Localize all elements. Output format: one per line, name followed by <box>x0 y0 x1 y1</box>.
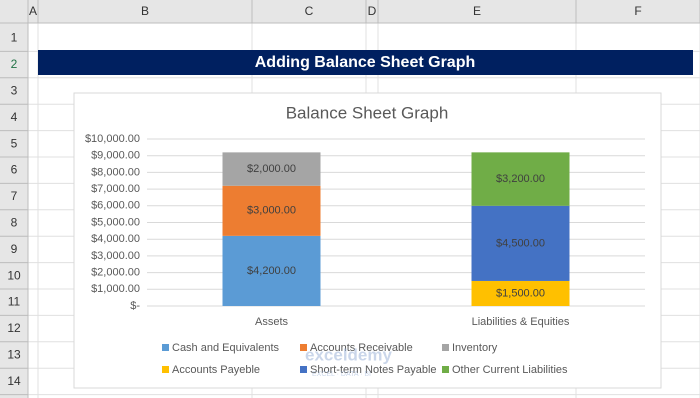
data-label: $4,200.00 <box>247 265 296 277</box>
bar-segment <box>471 152 570 206</box>
row-header: 14 <box>7 374 21 388</box>
data-label: $4,500.00 <box>496 237 545 249</box>
y-tick-label: $10,000.00 <box>85 133 140 145</box>
row-header: 10 <box>7 268 21 282</box>
row-header: 8 <box>11 215 18 229</box>
legend-label: Short-term Notes Payable <box>310 364 437 376</box>
bar-segment <box>222 185 321 236</box>
data-label: $2,000.00 <box>247 163 296 175</box>
y-tick-label: $7,000.00 <box>91 183 140 195</box>
column-header-bar <box>0 0 700 23</box>
legend-swatch <box>300 344 307 351</box>
row-header: 6 <box>11 163 18 177</box>
row-header: 13 <box>7 347 21 361</box>
row-header: 11 <box>8 295 21 309</box>
bar-segment <box>471 205 570 281</box>
watermark: exceldemy <box>305 345 392 364</box>
y-tick-label: $3,000.00 <box>91 250 140 262</box>
legend-swatch <box>442 366 449 373</box>
row-header: 2 <box>11 57 18 71</box>
legend-label: Accounts Receivable <box>310 342 413 354</box>
bar-segment <box>222 235 321 306</box>
y-tick-label: $- <box>130 300 140 312</box>
row-header: 3 <box>11 83 18 97</box>
banner <box>38 50 693 75</box>
x-tick-label: Liabilities & Equities <box>472 316 570 328</box>
legend-label: Cash and Equivalents <box>172 342 280 354</box>
row-header: 7 <box>11 189 18 203</box>
row-header: 4 <box>11 110 18 124</box>
y-tick-label: $2,000.00 <box>91 267 140 279</box>
data-label: $3,200.00 <box>496 173 545 185</box>
row-header: 12 <box>7 321 21 335</box>
legend-swatch <box>162 344 169 351</box>
legend-label: Inventory <box>452 342 498 354</box>
legend-swatch <box>442 344 449 351</box>
legend-swatch <box>300 366 307 373</box>
bar-segment <box>222 152 321 186</box>
watermark-tagline: EXCEL · DATA · BI <box>312 371 371 378</box>
row-header: 9 <box>11 242 18 256</box>
y-tick-label: $8,000.00 <box>91 166 140 178</box>
bar-segment <box>471 280 570 306</box>
row-header: 5 <box>11 136 18 150</box>
column-header: F <box>634 4 641 18</box>
column-header: C <box>305 4 314 18</box>
column-header: B <box>141 4 149 18</box>
column-header: E <box>473 4 481 18</box>
y-tick-label: $4,000.00 <box>91 233 140 245</box>
row-header-bar <box>0 0 28 398</box>
y-tick-label: $6,000.00 <box>91 200 140 212</box>
legend-label: Other Current Liabilities <box>452 364 568 376</box>
data-label: $3,000.00 <box>247 205 296 217</box>
y-tick-label: $1,000.00 <box>91 283 140 295</box>
data-label: $1,500.00 <box>496 287 545 299</box>
banner-title: Adding Balance Sheet Graph <box>255 54 475 71</box>
x-tick-label: Assets <box>255 316 289 328</box>
row-header: 1 <box>11 31 18 45</box>
column-header: D <box>368 4 377 18</box>
chart-title: Balance Sheet Graph <box>286 103 449 122</box>
legend-label: Accounts Payeble <box>172 364 260 376</box>
y-tick-label: $9,000.00 <box>91 150 140 162</box>
column-header: A <box>29 4 37 18</box>
y-tick-label: $5,000.00 <box>91 216 140 228</box>
legend-swatch <box>162 366 169 373</box>
